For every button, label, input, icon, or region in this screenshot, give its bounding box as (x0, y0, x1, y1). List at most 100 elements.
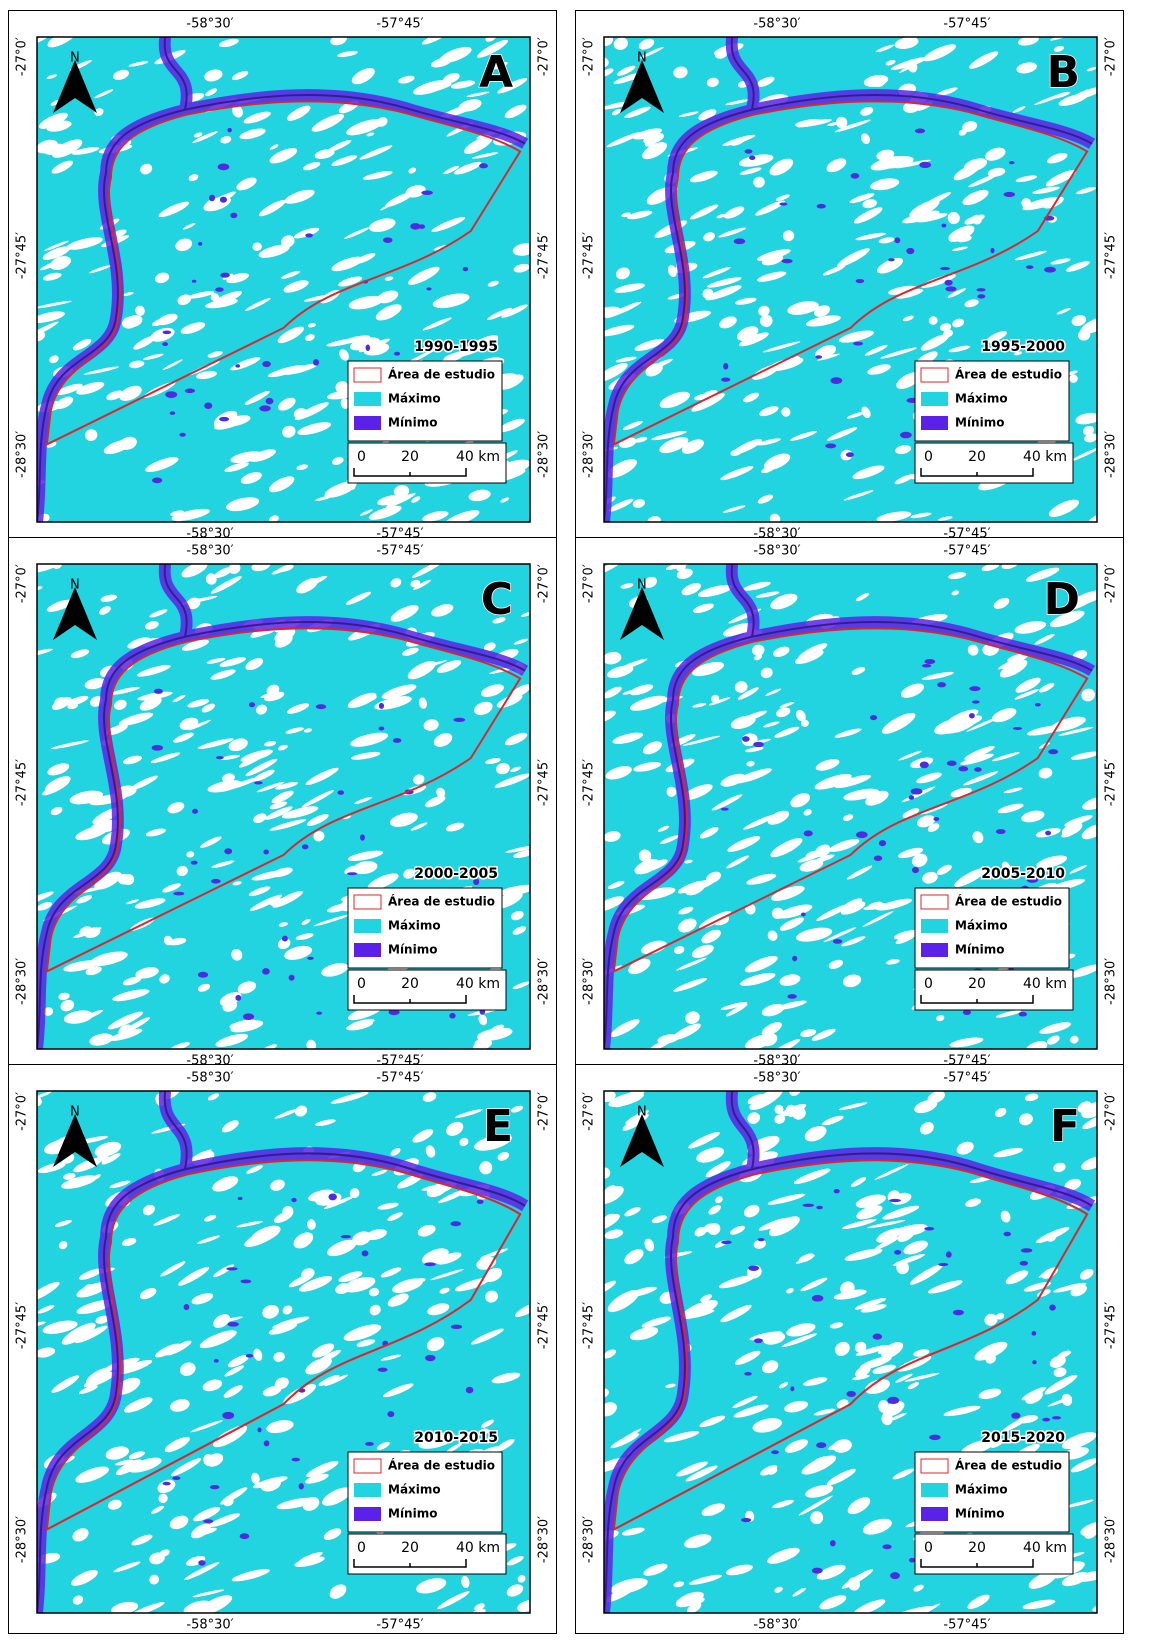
y-coord-label: -27°0′ (1104, 37, 1119, 76)
dry-land (915, 213, 948, 223)
dry-land (939, 323, 952, 332)
dry-land (1050, 716, 1086, 732)
dry-land (76, 895, 93, 904)
dry-land (876, 44, 894, 53)
dry-land (494, 773, 530, 788)
dry-land (828, 959, 844, 969)
dry-land (507, 1555, 524, 1566)
dry-land (902, 315, 914, 322)
dry-land (867, 901, 883, 909)
dry-land (379, 193, 411, 211)
dry-land (202, 1379, 223, 1392)
dry-land (237, 981, 257, 994)
dry-land (268, 476, 295, 493)
map-panel: -58°30′ -58°30′ -57°45′ -57°45′ -27°0′ -27°0′… (575, 10, 1124, 547)
dry-land (306, 1039, 317, 1049)
min-water (190, 860, 198, 865)
dry-land (380, 1354, 402, 1361)
dry-land (410, 1278, 426, 1284)
dry-land (157, 1479, 176, 1494)
dry-land (497, 78, 528, 94)
dry-land (338, 1271, 363, 1283)
dry-land (956, 1141, 974, 1155)
dry-land (172, 694, 186, 703)
dry-land (464, 136, 493, 154)
dry-land (368, 505, 402, 520)
dry-land (1066, 370, 1078, 376)
min-water (816, 1205, 823, 1210)
dry-land (1071, 314, 1087, 327)
dry-land (892, 1253, 925, 1266)
dry-land (972, 831, 984, 844)
dry-land (608, 498, 634, 512)
dry-land (937, 516, 953, 521)
map-svg: -58°30′-58°30′-57°45′-57°45′-27°0′ -27°0′… (575, 10, 1124, 543)
y-coord-label: -28°30′ (1104, 431, 1119, 478)
dry-land (1012, 106, 1026, 113)
min-water (424, 1262, 436, 1267)
min-water (1026, 265, 1034, 269)
dry-land (965, 1198, 981, 1208)
dry-land (446, 1121, 464, 1136)
dry-land (876, 257, 904, 274)
dry-land (255, 704, 268, 715)
min-water (741, 1517, 752, 1523)
dry-land (726, 855, 749, 869)
min-water (209, 1484, 220, 1490)
dry-land (37, 330, 46, 342)
min-water (974, 767, 982, 772)
dry-land (443, 510, 480, 522)
dry-land (283, 1384, 317, 1404)
dry-land (747, 1112, 761, 1124)
min-water (162, 342, 169, 347)
dry-land (834, 1341, 850, 1356)
dry-land (201, 703, 216, 713)
min-water (870, 714, 878, 721)
dry-land (927, 1280, 963, 1294)
dry-land (193, 1506, 221, 1522)
y-coord-label: -27°0′ (537, 37, 552, 76)
dry-land (814, 773, 852, 790)
dry-land (1015, 175, 1038, 183)
dry-land (1069, 865, 1087, 874)
dry-land (63, 1010, 94, 1024)
dry-land (685, 1011, 700, 1024)
map-panel: -58°30′ -58°30′ -57°45′ -57°45′ -27°0′ -27°0′… (575, 1064, 1124, 1638)
dry-land (927, 823, 940, 833)
min-water (220, 272, 230, 278)
dry-land (1015, 677, 1041, 693)
north-label: N (70, 578, 80, 593)
dry-land (218, 38, 239, 48)
dry-land (966, 715, 1002, 732)
dry-land (84, 678, 106, 690)
dry-land (89, 264, 112, 274)
dry-land (832, 1439, 852, 1453)
dry-land (770, 593, 798, 610)
dry-land (303, 728, 313, 733)
legend-label: Área de estudio (955, 1458, 1062, 1473)
min-water (169, 411, 176, 415)
dry-land (870, 178, 900, 191)
dry-land (281, 235, 295, 248)
min-water (172, 1476, 181, 1481)
dry-land (205, 88, 218, 97)
dry-land (122, 874, 135, 886)
dry-land (920, 803, 948, 815)
dry-land (774, 1104, 784, 1115)
min-water (240, 1279, 252, 1284)
dry-land (271, 790, 294, 804)
dry-land (377, 495, 402, 506)
dry-land (50, 256, 71, 271)
dry-land (936, 1015, 945, 1022)
y-coord-label: -27°45′ (582, 232, 597, 279)
dry-land (622, 689, 636, 695)
dry-land (245, 658, 264, 671)
min-water (721, 1240, 732, 1245)
dry-land (386, 493, 416, 508)
dry-land (1021, 810, 1045, 823)
x-coord-label: -57°45′ (943, 17, 990, 32)
dry-land (42, 1320, 78, 1334)
dry-land (329, 1584, 347, 1599)
min-water (962, 1009, 971, 1016)
dry-land (616, 267, 630, 280)
